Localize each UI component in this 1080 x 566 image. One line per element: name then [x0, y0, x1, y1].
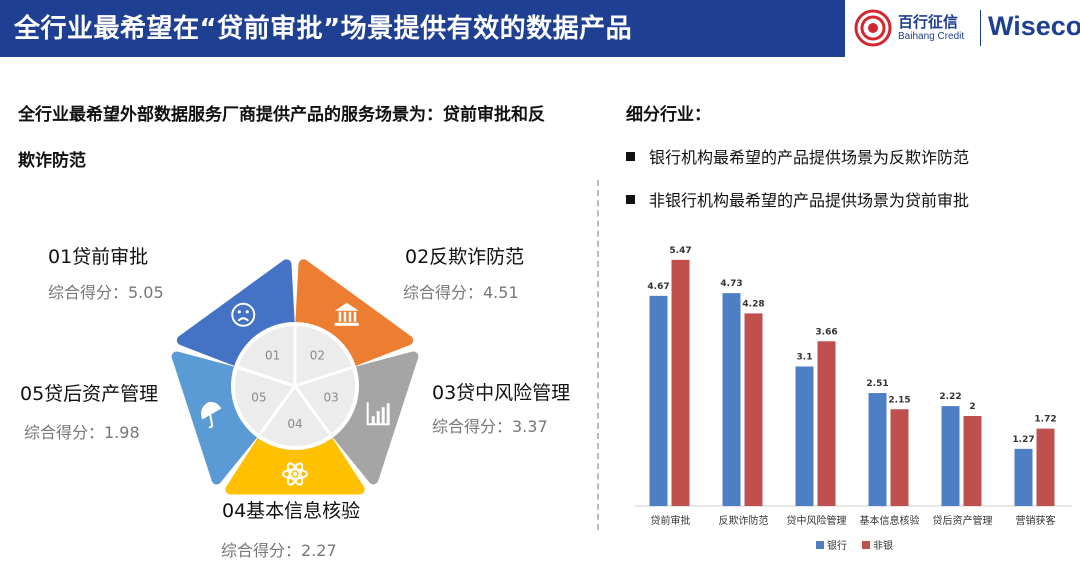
left-summary-line1: 全行业最希望外部数据服务厂商提供产品的服务场景为：贷前审批和反 — [18, 105, 545, 125]
bar-bank-2 — [795, 366, 814, 506]
brand-logo-area: 百行征信 Baihang Credit Wiseco — [845, 0, 1080, 57]
bullet-item-bank: 银行机构最希望的产品提供场景为反欺诈防范 — [626, 144, 969, 168]
header-bar: 全行业最希望在“贷前审批”场景提供有效的数据产品 百行征信 Baihang Cr… — [0, 0, 1080, 57]
bank-icon — [334, 302, 359, 326]
data-label: 4.73 — [720, 279, 742, 289]
brand-name-cn: 百行征信 — [898, 13, 959, 31]
pentagon-diagram: 01 02 03 04 05 — [171, 259, 419, 495]
segment-04-score: 综合得分：2.27 — [221, 541, 337, 560]
bar-nonbank-1 — [744, 313, 763, 506]
x-tick-label: 基本信息核验 — [860, 514, 920, 527]
legend-label: 银行 — [827, 539, 847, 552]
data-label: 2.51 — [866, 379, 888, 389]
bullet-square-icon — [626, 195, 635, 204]
segment-05-score: 综合得分：1.98 — [24, 423, 140, 442]
brand-name-en: Baihang Credit — [898, 31, 965, 42]
segment-04-title: 04基本信息核验 — [222, 500, 361, 522]
bullet-text: 银行机构最希望的产品提供场景为反欺诈防范 — [649, 148, 970, 167]
pentagon-number-03: 03 — [323, 391, 338, 405]
umbrella-icon — [201, 401, 222, 429]
data-label: 4.28 — [742, 299, 764, 309]
data-label: 2 — [969, 402, 975, 412]
pentagon-number-01: 01 — [265, 348, 280, 362]
x-tick-label: 贷前审批 — [651, 514, 691, 527]
bar-bank-5 — [1014, 448, 1033, 506]
segment-01-score: 综合得分：5.05 — [48, 283, 164, 302]
x-tick-label: 贷后资产管理 — [933, 514, 993, 527]
data-label: 2.22 — [939, 392, 961, 402]
x-tick-label: 贷中风险管理 — [787, 514, 847, 527]
data-label: 3.1 — [797, 353, 813, 363]
data-label: 3.66 — [815, 327, 837, 337]
pentagon-center-divider — [294, 365, 355, 388]
bar-nonbank-0 — [671, 259, 690, 506]
bar-chart-icon — [366, 402, 390, 426]
legend-swatch — [816, 541, 824, 549]
left-summary: 全行业最希望外部数据服务厂商提供产品的服务场景为：贷前审批和反 欺诈防范 — [18, 92, 598, 184]
atom-icon — [282, 462, 308, 486]
x-tick-label: 营销获客 — [1016, 514, 1056, 527]
baihang-logo-icon — [854, 9, 892, 47]
segment-01-title: 01贷前审批 — [48, 246, 149, 268]
segment-05-title: 05贷后资产管理 — [20, 383, 159, 405]
bullet-square-icon — [626, 152, 635, 161]
data-label: 2.15 — [888, 395, 910, 405]
bar-nonbank-3 — [890, 409, 909, 506]
legend-label: 非银 — [873, 539, 893, 552]
bar-chart: 4.67 5.47 贷前审批 4.734.28 反欺诈防范 3.1 3.66 贷中风险管理 2.… — [634, 246, 1072, 552]
bullet-item-nonbank: 非银行机构最希望的产品提供场景为贷前审批 — [626, 187, 969, 211]
data-label: 1.27 — [1012, 435, 1034, 445]
bar-bank-0 — [649, 295, 668, 506]
segment-02-score: 综合得分：4.51 — [403, 283, 519, 302]
bar-bank-1 — [722, 293, 741, 506]
section-divider — [597, 180, 599, 530]
segment-03-score: 综合得分：3.37 — [432, 417, 548, 436]
x-tick-label: 反欺诈防范 — [719, 514, 769, 527]
bar-bank-4 — [941, 406, 960, 506]
bullet-text: 非银行机构最希望的产品提供场景为贷前审批 — [649, 191, 970, 210]
worried-face-icon — [231, 302, 256, 327]
bar-bank-3 — [868, 393, 887, 506]
bar-nonbank-4 — [963, 416, 982, 506]
brand-separator — [980, 10, 981, 46]
pentagon-number-02: 02 — [310, 348, 325, 362]
pentagon-center-divider — [293, 385, 333, 438]
legend-swatch — [862, 541, 870, 549]
data-label: 4.67 — [647, 282, 669, 292]
data-label: 5.47 — [669, 246, 691, 256]
segment-02-title: 02反欺诈防范 — [405, 246, 525, 268]
pentagon-center-divider — [235, 365, 296, 388]
segment-03-title: 03贷中风险管理 — [432, 382, 571, 404]
data-label: 1.72 — [1034, 415, 1056, 425]
segment-industry-heading: 细分行业： — [626, 105, 711, 125]
pentagon-number-05: 05 — [251, 391, 266, 405]
bar-nonbank-5 — [1036, 428, 1055, 506]
brand-wiseco: Wiseco — [988, 11, 1080, 41]
page-title: 全行业最希望在“贷前审批”场景提供有效的数据产品 — [14, 14, 633, 44]
left-summary-line2: 欺诈防范 — [18, 151, 86, 171]
pentagon-center-divider — [257, 385, 297, 438]
bar-nonbank-2 — [817, 341, 836, 506]
pentagon-number-04: 04 — [287, 417, 302, 431]
